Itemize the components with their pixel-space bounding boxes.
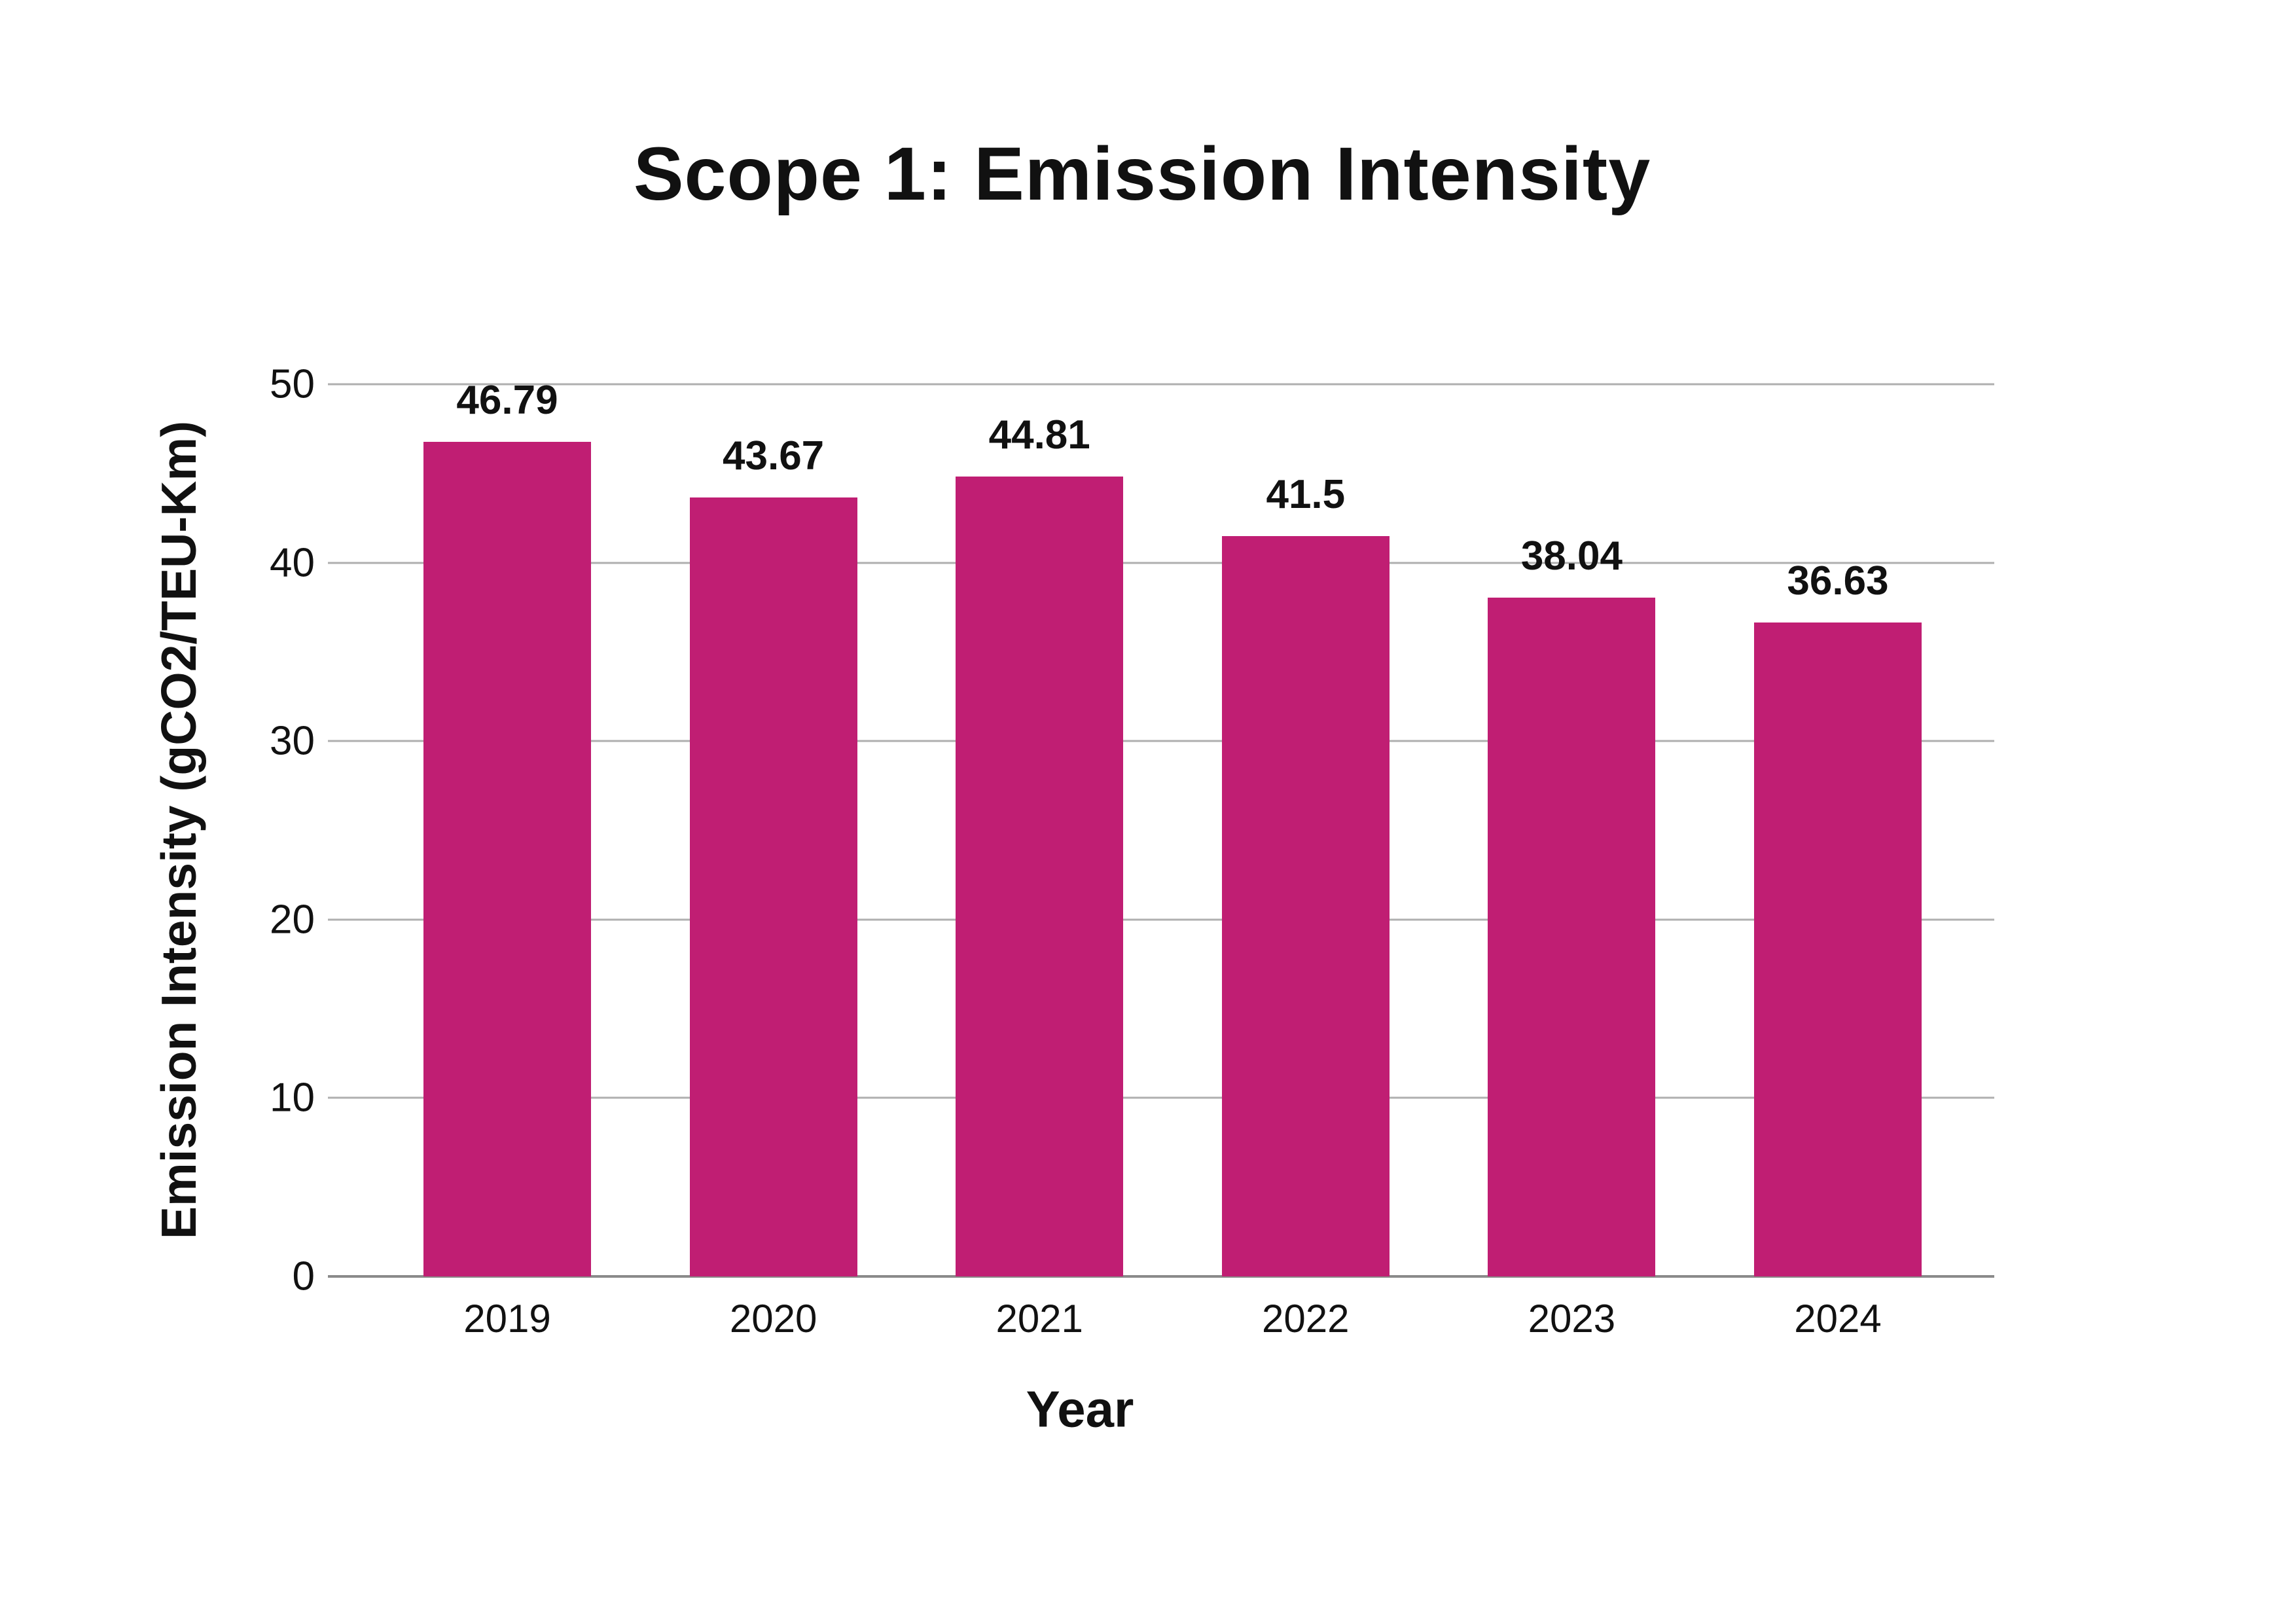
y-tick-label-50: 50 xyxy=(270,361,315,407)
gridline-y40 xyxy=(328,562,1994,564)
bar-value-label-2019: 46.79 xyxy=(456,377,558,423)
bar-2021 xyxy=(956,477,1124,1276)
bar-value-label-2022: 41.5 xyxy=(1266,471,1346,517)
y-tick-label-40: 40 xyxy=(270,540,315,586)
x-tick-label-2021: 2021 xyxy=(996,1297,1083,1341)
y-axis-title: Emission Intensity (gCO2/TEU-Km) xyxy=(151,420,206,1240)
chart-title: Scope 1: Emission Intensity xyxy=(633,132,1651,216)
x-tick-label-2024: 2024 xyxy=(1794,1297,1882,1341)
x-tick-label-2019: 2019 xyxy=(463,1297,551,1341)
bar-2024 xyxy=(1754,623,1922,1276)
x-axis-line xyxy=(328,1275,1994,1278)
plot-area: 0 10 20 30 40 50 46.79 2019 43.67 2020 44.81 2021 41… xyxy=(270,362,1994,1341)
x-tick-label-2020: 2020 xyxy=(729,1297,817,1341)
bar-value-label-2020: 43.67 xyxy=(723,433,825,478)
bar-value-label-2021: 44.81 xyxy=(988,412,1090,458)
y-tick-label-20: 20 xyxy=(270,897,315,943)
gridline-y20 xyxy=(328,918,1994,921)
bar-2022 xyxy=(1221,535,1390,1276)
gridline-y10 xyxy=(328,1096,1994,1099)
x-axis-title: Year xyxy=(1026,1380,1134,1438)
bar-value-label-2024: 36.63 xyxy=(1787,558,1889,604)
gridline-y50 xyxy=(328,383,1994,386)
gridline-y30 xyxy=(328,740,1994,742)
y-tick-label-10: 10 xyxy=(270,1075,315,1121)
x-tick-label-2022: 2022 xyxy=(1262,1297,1350,1341)
bar-2019 xyxy=(423,441,591,1276)
y-tick-label-30: 30 xyxy=(270,718,315,764)
bar-2020 xyxy=(689,497,857,1276)
bar-value-label-2023: 38.04 xyxy=(1520,533,1623,579)
bar-2023 xyxy=(1488,598,1656,1276)
x-tick-label-2023: 2023 xyxy=(1528,1297,1616,1341)
y-tick-label-0: 0 xyxy=(292,1254,315,1299)
